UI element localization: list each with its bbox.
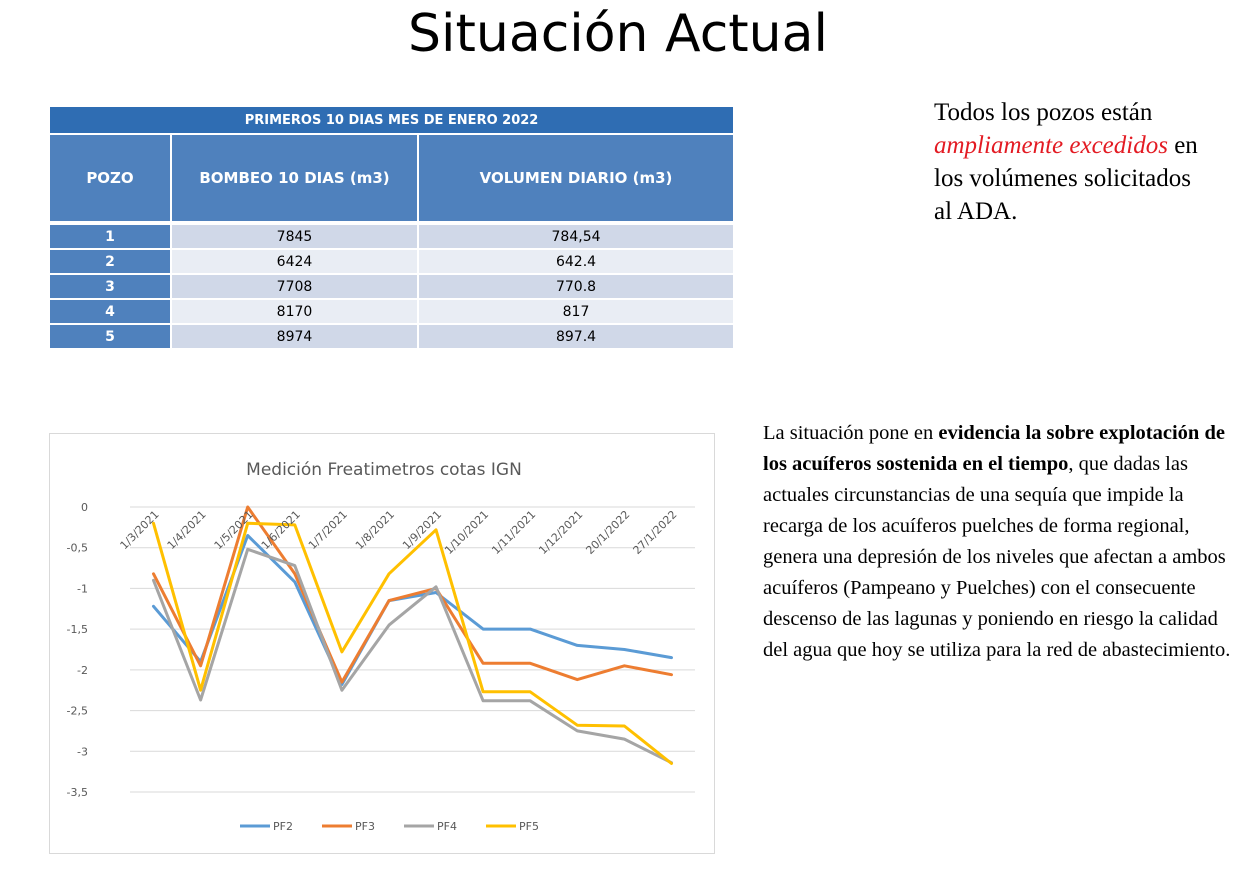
table-row: 1 7845 784,54 <box>50 225 734 250</box>
series-line-pf4 <box>152 547 673 765</box>
situation-note-bold: evidencia la sobre explotación de los ac… <box>763 422 1225 475</box>
x-tick-label: 1/7/2021 <box>306 508 350 552</box>
table-row: 5 8974 897.4 <box>50 325 734 350</box>
series-line-pf5 <box>152 521 673 765</box>
legend-label-pf4: PF4 <box>437 820 457 833</box>
situation-note-text-2: , que dadas las actuales circunstancias … <box>763 453 1231 661</box>
cell-pozo: 2 <box>50 250 172 275</box>
legend-label-pf5: PF5 <box>519 820 539 833</box>
x-tick-label: 20/1/2022 <box>583 508 632 557</box>
cell-volumen: 642.4 <box>419 250 734 275</box>
pumping-table: PRIMEROS 10 DIAS MES DE ENERO 2022 POZO … <box>50 107 734 350</box>
y-tick-label: -2 <box>77 664 88 677</box>
table-row: 3 7708 770.8 <box>50 275 734 300</box>
y-tick-label: 0 <box>81 501 88 514</box>
situation-note-text-1: La situación pone en <box>763 422 939 444</box>
cell-volumen: 897.4 <box>419 325 734 350</box>
x-tick-label: 1/10/2021 <box>442 508 491 557</box>
x-tick-label: 27/1/2022 <box>631 508 680 557</box>
y-tick-label: -1 <box>77 582 88 595</box>
cell-pozo: 3 <box>50 275 172 300</box>
table-row: 2 6424 642.4 <box>50 250 734 275</box>
y-tick-label: -2,5 <box>67 705 88 718</box>
legend-label-pf2: PF2 <box>273 820 293 833</box>
cell-volumen: 817 <box>419 300 734 325</box>
cell-bombeo: 8974 <box>172 325 419 350</box>
y-tick-label: -3 <box>77 745 88 758</box>
x-tick-label: 1/4/2021 <box>165 508 209 552</box>
exceeded-note-text-2: en los volúmenes solicitados al ADA. <box>934 132 1198 225</box>
cell-pozo: 5 <box>50 325 172 350</box>
exceeded-note-highlight: ampliamente excedidos <box>934 132 1168 159</box>
exceeded-note: Todos los pozos están ampliamente excedi… <box>934 96 1214 228</box>
cell-pozo: 4 <box>50 300 172 325</box>
cell-pozo: 1 <box>50 225 172 250</box>
y-tick-label: -3,5 <box>67 786 88 799</box>
header-bombeo: BOMBEO 10 DIAS (m3) <box>172 135 419 225</box>
cell-bombeo: 8170 <box>172 300 419 325</box>
series-line-pf3 <box>152 505 673 684</box>
x-tick-label: 1/12/2021 <box>536 508 585 557</box>
y-tick-label: -0,5 <box>67 542 88 555</box>
exceeded-note-text-1: Todos los pozos están <box>934 99 1153 126</box>
water-level-chart: Medición Freatimetros cotas IGN 0 -0,5 -1 -… <box>49 433 715 854</box>
table-row: 4 8170 817 <box>50 300 734 325</box>
cell-bombeo: 7845 <box>172 225 419 250</box>
situation-note: La situación pone en evidencia la sobre … <box>763 418 1233 666</box>
x-tick-label: 1/8/2021 <box>353 508 397 552</box>
cell-bombeo: 7708 <box>172 275 419 300</box>
pumping-table-grid: PRIMEROS 10 DIAS MES DE ENERO 2022 POZO … <box>50 107 734 350</box>
header-pozo: POZO <box>50 135 172 225</box>
x-tick-label: 1/5/2021 <box>212 508 256 552</box>
page-title: Situación Actual <box>408 4 828 64</box>
cell-volumen: 770.8 <box>419 275 734 300</box>
legend-label-pf3: PF3 <box>355 820 375 833</box>
x-tick-label: 1/11/2021 <box>489 508 538 557</box>
y-tick-label: -1,5 <box>67 623 88 636</box>
cell-volumen: 784,54 <box>419 225 734 250</box>
header-volumen: VOLUMEN DIARIO (m3) <box>419 135 734 225</box>
chart-title: Medición Freatimetros cotas IGN <box>246 460 522 480</box>
chart-svg: Medición Freatimetros cotas IGN 0 -0,5 -1 -… <box>67 460 695 833</box>
table-caption: PRIMEROS 10 DIAS MES DE ENERO 2022 <box>50 107 734 135</box>
cell-bombeo: 6424 <box>172 250 419 275</box>
